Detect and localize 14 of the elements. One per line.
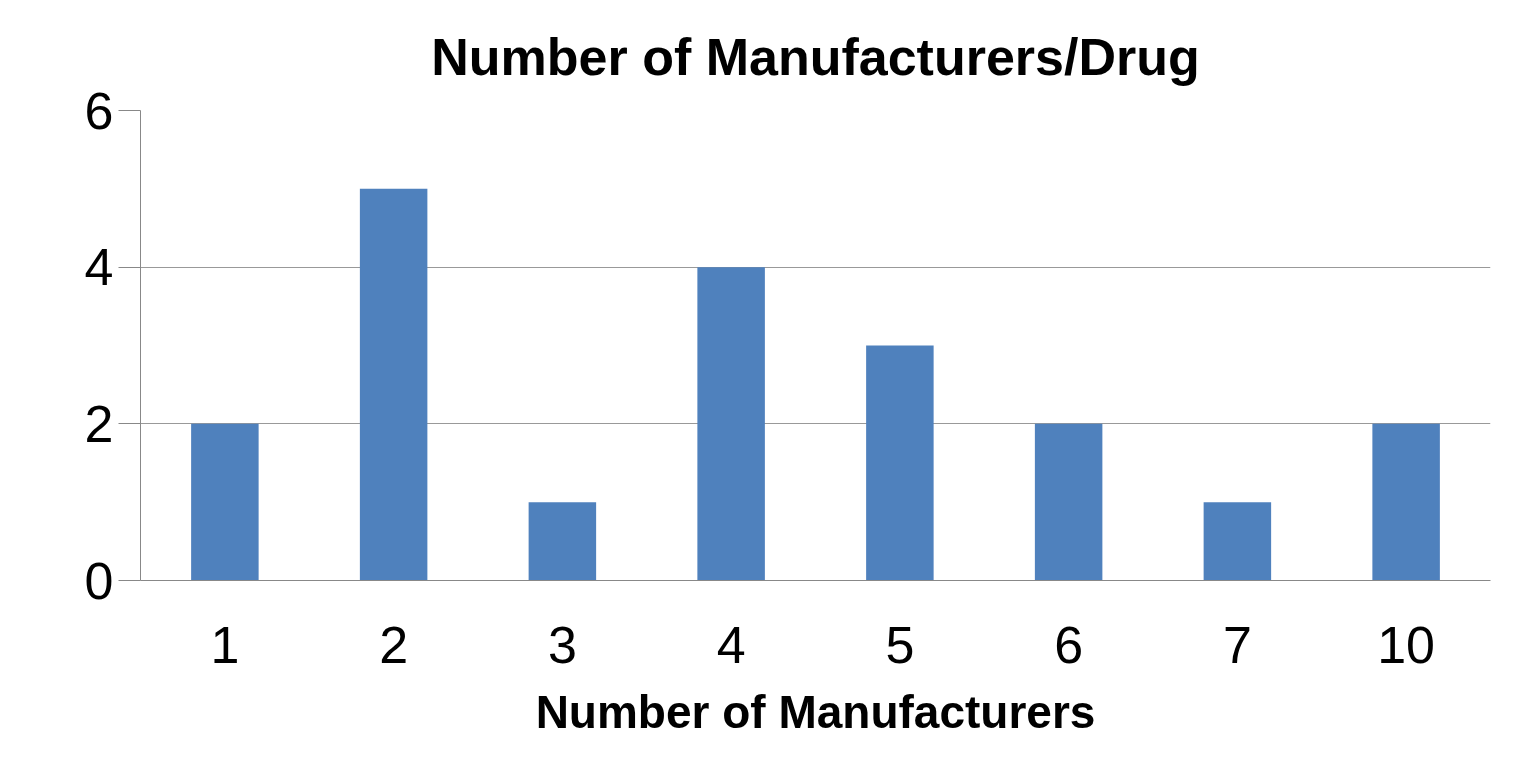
y-tick-label: 6 [84, 81, 114, 140]
x-axis-title: Number of Manufacturers [535, 685, 1096, 738]
y-tick-label: 2 [84, 394, 114, 453]
x-tick-label: 5 [885, 615, 915, 674]
chart-title: Number of Manufacturers/Drug [431, 27, 1200, 86]
x-tick-label: 4 [716, 615, 746, 674]
x-tick-label: 7 [1222, 615, 1252, 674]
x-tick-label: 1 [210, 615, 240, 674]
x-tick-label: 10 [1377, 615, 1436, 674]
x-tick-label: 2 [379, 615, 409, 674]
x-tick-label: 6 [1054, 615, 1084, 674]
y-tick-label: 0 [84, 551, 114, 610]
y-tick-label: 4 [84, 238, 114, 297]
x-tick-label: 3 [547, 615, 577, 674]
